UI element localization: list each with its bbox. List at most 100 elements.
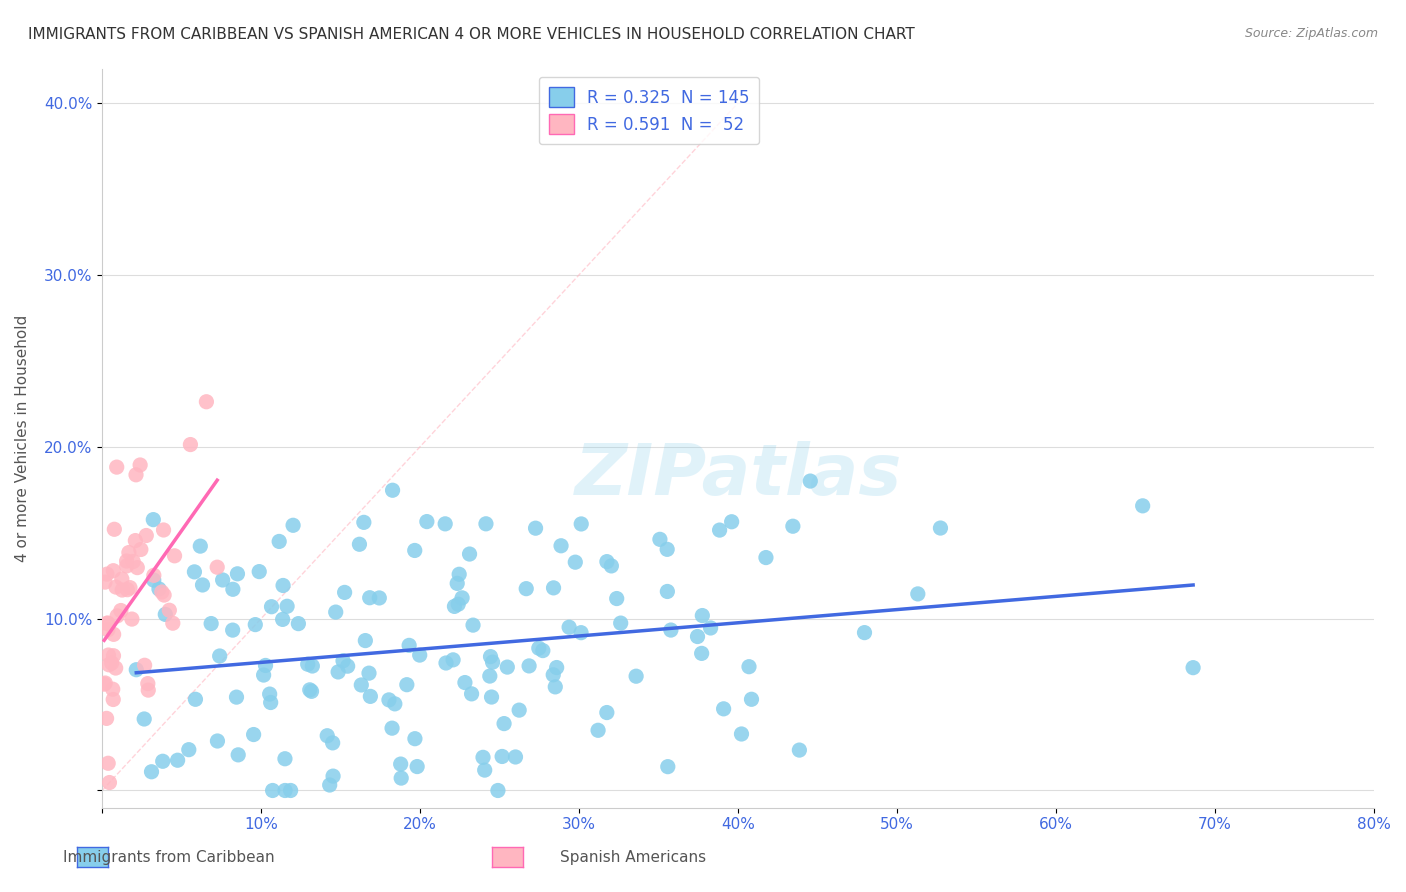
Point [276,599,298,614]
Text: ZIPatlas: ZIPatlas [575,441,901,509]
Point [136,676,159,690]
Point [152,523,174,537]
Point [208,648,231,663]
Point [103,564,125,578]
Point [111,582,134,597]
Point [404,731,426,746]
Point [262,783,284,797]
Point [121,612,143,626]
Point [606,591,628,606]
Point [260,599,283,614]
Point [97,756,120,771]
Point [496,660,519,674]
Point [254,658,277,673]
Point [105,608,128,623]
Point [451,591,474,605]
Point [110,603,132,617]
Point [596,706,619,720]
Point [179,437,201,451]
Point [142,513,165,527]
Point [458,547,481,561]
Point [738,659,761,673]
Point [359,591,381,605]
Point [205,560,228,574]
Point [505,750,527,764]
Point [287,616,309,631]
Point [404,543,426,558]
Point [472,750,495,764]
Point [517,659,540,673]
Point [479,649,502,664]
Point [350,678,373,692]
Point [155,607,177,622]
Point [153,588,176,602]
Point [100,656,122,670]
Point [96,711,118,725]
Point [162,616,184,631]
Point [141,764,163,779]
Point [301,659,323,673]
Point [527,641,550,656]
Point [281,518,304,533]
Point [446,576,468,591]
Point [118,545,141,559]
Point [447,597,470,611]
Text: Source: ZipAtlas.com: Source: ZipAtlas.com [1244,27,1378,40]
Point [274,783,297,797]
Point [259,687,281,701]
Point [368,591,391,605]
Point [242,727,264,741]
Point [406,759,429,773]
Point [389,757,412,772]
Point [226,566,249,581]
Point [357,666,380,681]
Point [105,460,128,475]
Point [97,657,120,672]
Point [150,585,173,599]
Point [111,572,134,586]
Point [692,608,714,623]
Point [569,516,592,531]
Point [318,778,340,792]
Point [550,539,572,553]
Point [117,582,139,597]
Point [103,522,125,536]
Point [659,623,682,637]
Point [177,742,200,756]
Point [359,690,381,704]
Point [558,620,581,634]
Point [326,665,349,679]
Point [322,736,344,750]
Point [1182,661,1205,675]
Point [449,567,471,582]
Point [720,515,742,529]
Point [96,616,118,631]
Point [354,633,377,648]
Text: IMMIGRANTS FROM CARIBBEAN VS SPANISH AMERICAN 4 OR MORE VEHICLES IN HOUSEHOLD CO: IMMIGRANTS FROM CARIBBEAN VS SPANISH AME… [28,27,915,42]
Point [136,683,159,698]
Point [564,555,586,569]
Point [157,603,180,617]
Point [657,584,679,599]
Point [129,542,152,557]
Point [378,693,401,707]
Point [97,648,120,662]
Point [478,669,501,683]
Point [142,568,165,582]
Point [416,515,439,529]
Point [609,616,631,631]
Point [125,467,148,482]
Point [200,616,222,631]
Point [322,769,344,783]
Point [398,639,420,653]
Point [325,605,347,619]
Point [853,625,876,640]
Point [125,663,148,677]
Point [740,692,762,706]
Point [225,690,247,705]
Point [395,678,418,692]
Point [789,743,811,757]
Point [127,560,149,574]
Point [782,519,804,533]
Point [657,542,679,557]
